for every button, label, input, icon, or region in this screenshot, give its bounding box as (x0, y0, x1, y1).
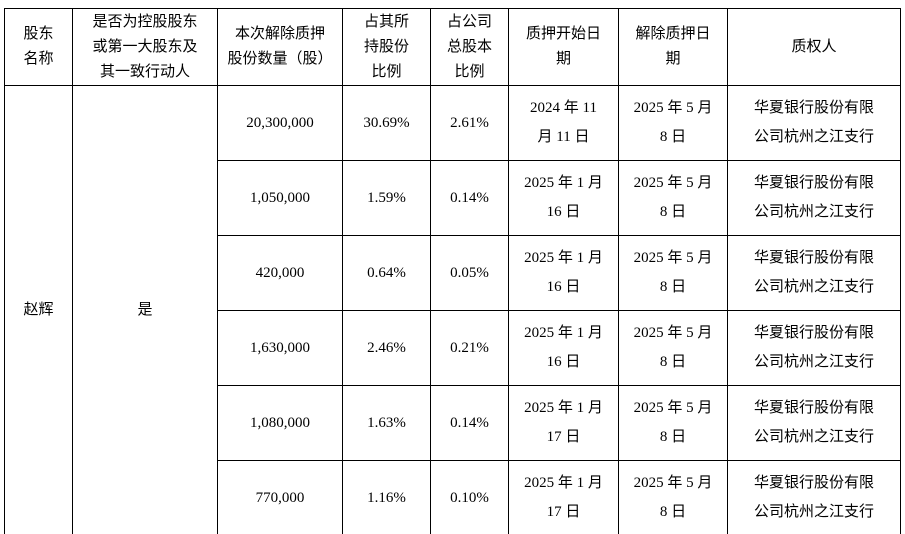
pct-total-cell: 0.21% (430, 310, 509, 386)
table-row: 420,000 0.64% 0.05% 2025 年 1 月 16 日 2025… (5, 235, 901, 311)
pct-total-cell: 0.14% (430, 385, 509, 461)
release-date-cell: 2025 年 5 月 8 日 (618, 85, 728, 161)
header-pct-of-total: 占公司 总股本 比例 (430, 8, 509, 86)
shares-cell: 1,080,000 (217, 385, 343, 461)
start-date-cell: 2024 年 11 月 11 日 (508, 85, 619, 161)
release-date-cell: 2025 年 5 月 8 日 (618, 235, 728, 311)
header-pledge-release-date: 解除质押日 期 (618, 8, 728, 86)
pct-total-cell: 0.10% (430, 460, 509, 534)
header-shares-released: 本次解除质押 股份数量（股） (217, 8, 343, 86)
table-row: 1,080,000 1.63% 0.14% 2025 年 1 月 17 日 20… (5, 385, 901, 461)
pledgee-cell: 华夏银行股份有限 公司杭州之江支行 (727, 160, 901, 236)
shareholder-name-cell: 赵辉 (4, 85, 73, 534)
pct-held-cell: 30.69% (342, 85, 431, 161)
pledgee-cell: 华夏银行股份有限 公司杭州之江支行 (727, 310, 901, 386)
start-date-cell: 2025 年 1 月 17 日 (508, 460, 619, 534)
start-date-cell: 2025 年 1 月 16 日 (508, 160, 619, 236)
pledgee-cell: 华夏银行股份有限 公司杭州之江支行 (727, 385, 901, 461)
pct-total-cell: 0.14% (430, 160, 509, 236)
pct-held-cell: 1.59% (342, 160, 431, 236)
pct-total-cell: 0.05% (430, 235, 509, 311)
pledge-release-table: 股东 名称 是否为控股股东 或第一大股东及 其一致行动人 本次解除质押 股份数量… (4, 8, 901, 534)
release-date-cell: 2025 年 5 月 8 日 (618, 460, 728, 534)
pledgee-cell: 华夏银行股份有限 公司杭州之江支行 (727, 460, 901, 534)
release-date-cell: 2025 年 5 月 8 日 (618, 160, 728, 236)
shares-cell: 20,300,000 (217, 85, 343, 161)
release-date-cell: 2025 年 5 月 8 日 (618, 385, 728, 461)
is-controlling-cell: 是 (72, 85, 218, 534)
pct-held-cell: 0.64% (342, 235, 431, 311)
header-pledgee: 质权人 (727, 8, 901, 86)
pledgee-cell: 华夏银行股份有限 公司杭州之江支行 (727, 85, 901, 161)
shares-cell: 420,000 (217, 235, 343, 311)
table-row: 770,000 1.16% 0.10% 2025 年 1 月 17 日 2025… (5, 460, 901, 534)
release-date-cell: 2025 年 5 月 8 日 (618, 310, 728, 386)
pct-held-cell: 1.16% (342, 460, 431, 534)
shares-cell: 1,630,000 (217, 310, 343, 386)
start-date-cell: 2025 年 1 月 16 日 (508, 235, 619, 311)
header-pledge-start-date: 质押开始日 期 (508, 8, 619, 86)
header-shareholder-name: 股东 名称 (4, 8, 73, 86)
start-date-cell: 2025 年 1 月 16 日 (508, 310, 619, 386)
shares-cell: 770,000 (217, 460, 343, 534)
start-date-cell: 2025 年 1 月 17 日 (508, 385, 619, 461)
pledgee-cell: 华夏银行股份有限 公司杭州之江支行 (727, 235, 901, 311)
pct-held-cell: 2.46% (342, 310, 431, 386)
shares-cell: 1,050,000 (217, 160, 343, 236)
header-is-controlling: 是否为控股股东 或第一大股东及 其一致行动人 (72, 8, 218, 86)
header-pct-of-held: 占其所 持股份 比例 (342, 8, 431, 86)
pct-held-cell: 1.63% (342, 385, 431, 461)
table-row: 赵辉 是 20,300,000 30.69% 2.61% 2024 年 11 月… (4, 85, 901, 534)
pct-total-cell: 2.61% (430, 85, 509, 161)
header-row: 股东 名称 是否为控股股东 或第一大股东及 其一致行动人 本次解除质押 股份数量… (4, 8, 901, 86)
table-row: 1,050,000 1.59% 0.14% 2025 年 1 月 16 日 20… (5, 160, 901, 236)
